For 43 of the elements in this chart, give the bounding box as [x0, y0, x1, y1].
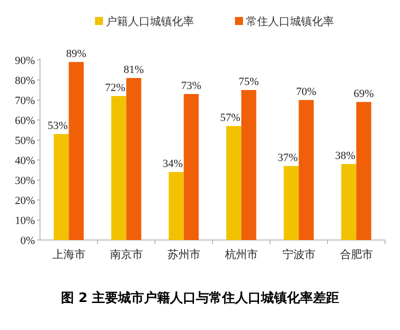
- x-tick-label: 苏州市: [167, 248, 200, 261]
- data-label: 73%: [181, 80, 202, 92]
- legend-label: 户籍人口城镇化率: [106, 15, 194, 28]
- bar: [126, 78, 142, 240]
- y-tick-label: 60%: [14, 115, 35, 127]
- data-label: 75%: [238, 76, 259, 88]
- bar: [356, 102, 372, 240]
- text: 图 2 主要城市户籍人口与常住人口城镇化率差距: [60, 290, 340, 306]
- y-tick-label: 30%: [14, 175, 35, 187]
- bar: [341, 164, 356, 240]
- bar: [184, 94, 199, 240]
- bar: [298, 100, 314, 240]
- x-tick-label: 上海市: [52, 248, 86, 261]
- bar: [54, 134, 69, 240]
- y-tick-label: 40%: [14, 155, 35, 167]
- y-tick-label: 0%: [20, 235, 35, 247]
- bar: [226, 126, 242, 240]
- data-label: 34%: [162, 158, 183, 170]
- data-label: 37%: [278, 152, 298, 164]
- data-label: 81%: [124, 64, 144, 76]
- y-tick-label: 70%: [14, 95, 35, 107]
- x-tick-label: 南京市: [110, 248, 143, 261]
- data-label: 70%: [296, 86, 316, 98]
- x-tick-label: 杭州市: [224, 248, 258, 261]
- data-label: 89%: [66, 48, 86, 60]
- y-tick-label: 10%: [14, 215, 35, 227]
- data-label: 53%: [48, 120, 68, 132]
- data-label: 57%: [220, 112, 240, 124]
- y-tick-label: 50%: [14, 135, 35, 147]
- data-label: 72%: [105, 82, 126, 94]
- bar: [168, 172, 184, 240]
- bar: [68, 62, 84, 240]
- y-tick-label: 20%: [14, 195, 35, 207]
- bar: [241, 90, 256, 240]
- bar: [111, 96, 126, 240]
- legend-label: 常住人口城镇化率: [246, 15, 334, 28]
- y-tick-label: 80%: [14, 75, 35, 87]
- data-label: 38%: [335, 150, 356, 162]
- x-tick-label: 宁波市: [282, 248, 316, 261]
- y-tick-label: 90%: [14, 55, 35, 67]
- bar: [284, 166, 299, 240]
- x-tick-label: 合肥市: [340, 248, 373, 261]
- data-label: 69%: [354, 88, 374, 100]
